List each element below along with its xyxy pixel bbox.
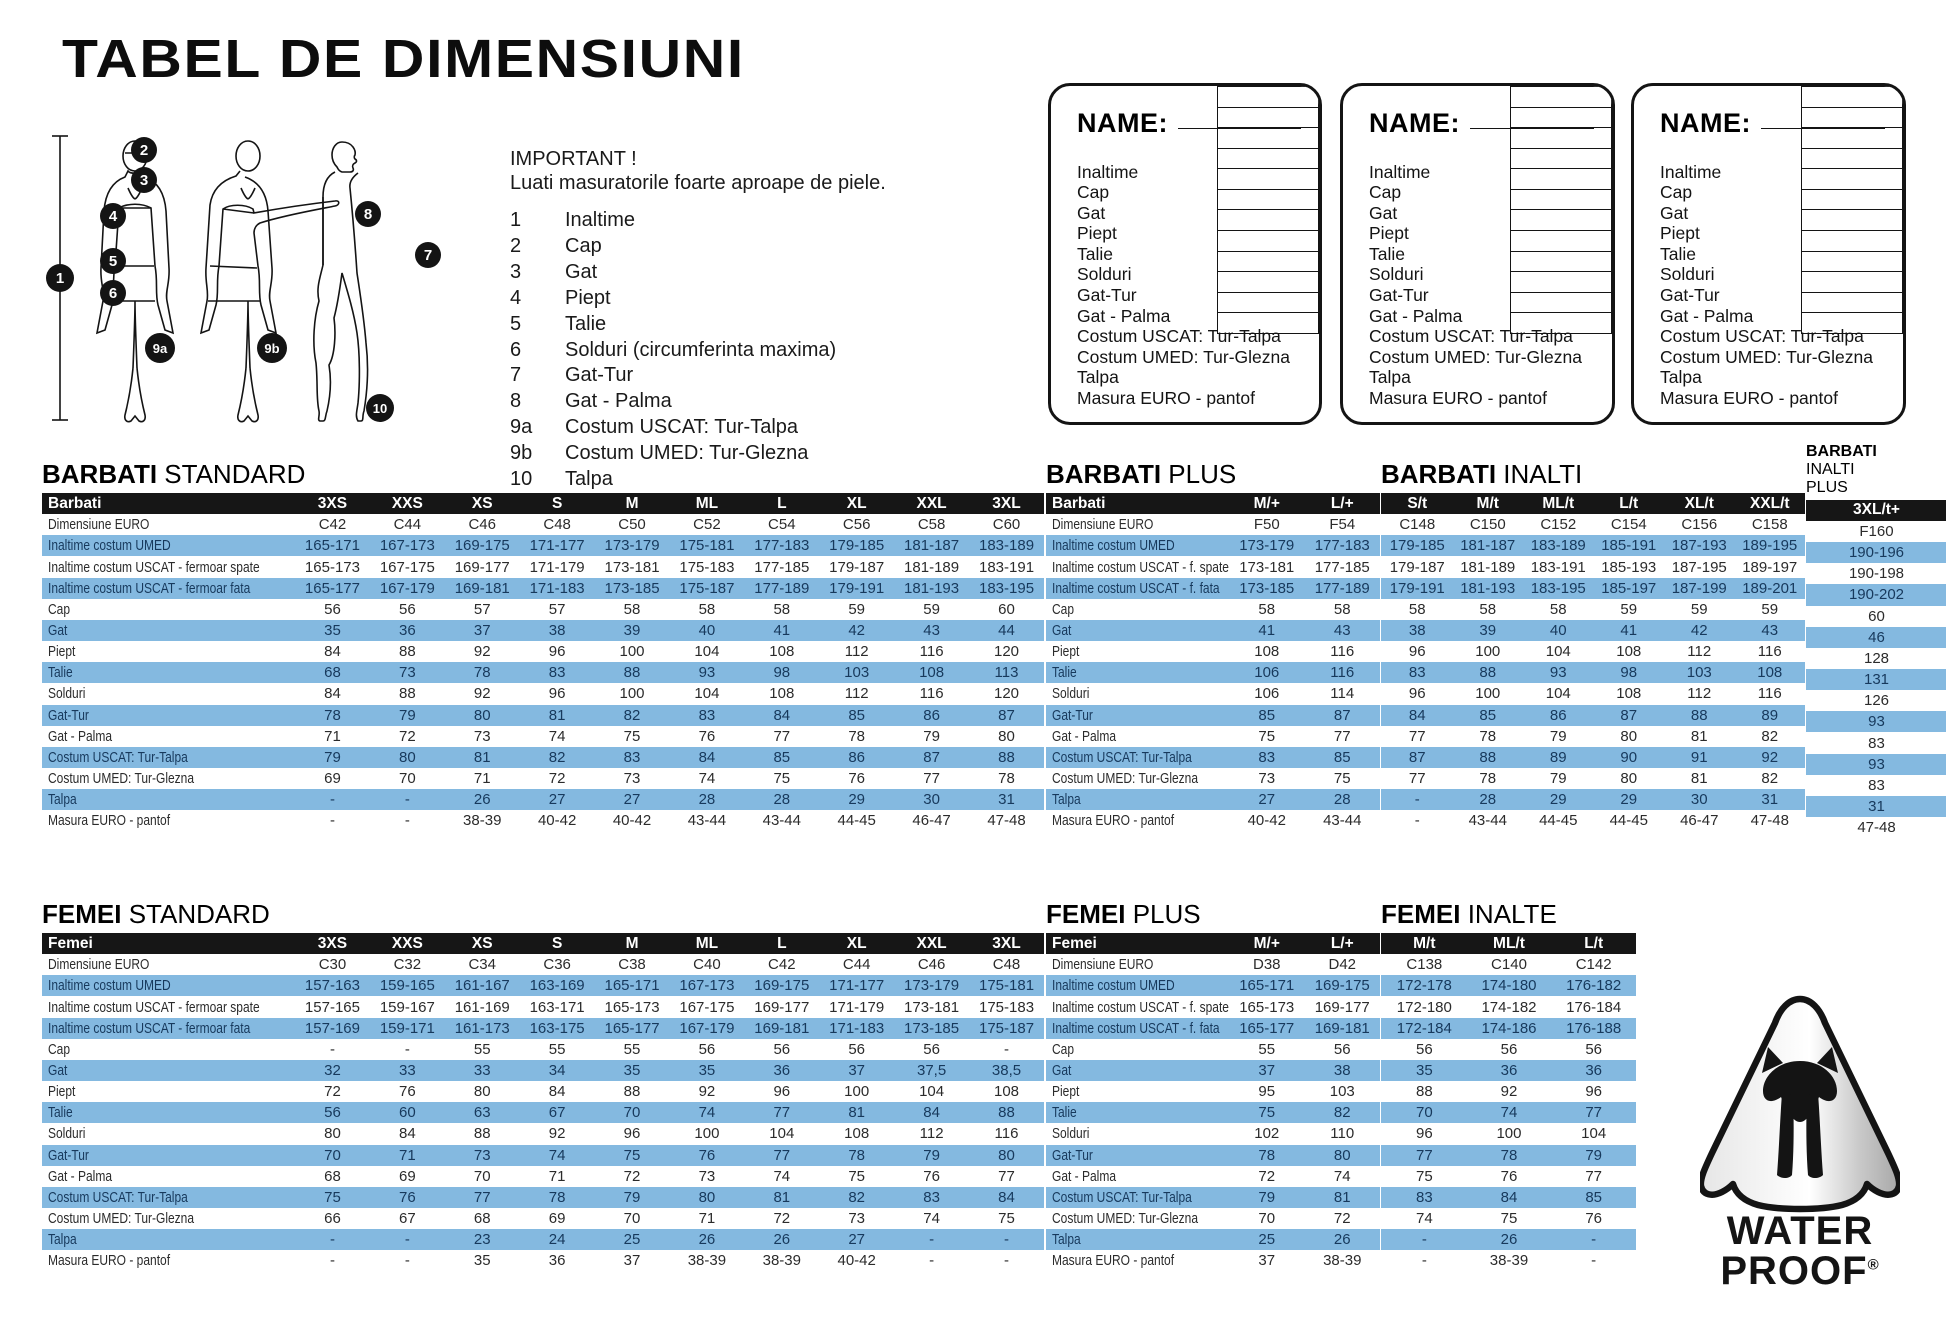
svg-text:5: 5 <box>109 253 117 270</box>
svg-text:6: 6 <box>109 285 117 302</box>
svg-text:4: 4 <box>109 208 118 225</box>
svg-text:7: 7 <box>424 247 432 264</box>
svg-text:3: 3 <box>140 172 148 189</box>
svg-text:9a: 9a <box>153 341 168 356</box>
svg-text:2: 2 <box>140 142 148 159</box>
svg-text:10: 10 <box>373 401 387 416</box>
svg-text:1: 1 <box>56 270 64 287</box>
svg-text:8: 8 <box>364 206 372 223</box>
svg-text:9b: 9b <box>264 341 279 356</box>
